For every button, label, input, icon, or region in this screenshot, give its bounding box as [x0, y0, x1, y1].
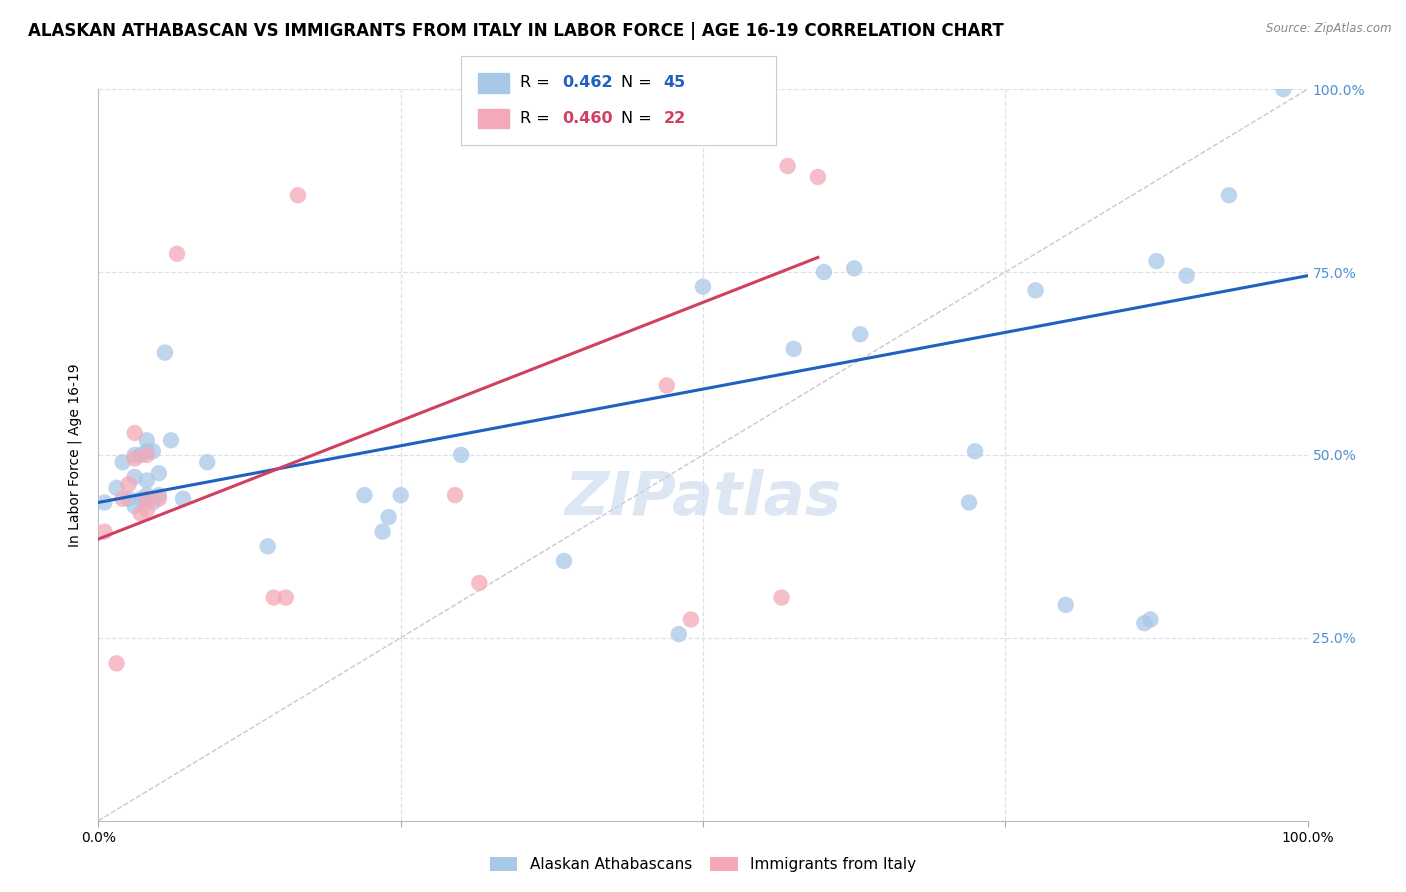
Point	[135, 503, 157, 517]
Point	[129, 507, 152, 521]
Text: 45: 45	[664, 76, 686, 90]
Point	[135, 474, 157, 488]
Point	[153, 345, 176, 359]
Point	[844, 261, 866, 276]
Point	[256, 539, 278, 553]
Point	[142, 444, 165, 458]
Point	[105, 481, 128, 495]
Point	[111, 491, 134, 506]
Point	[93, 524, 115, 539]
Point	[135, 448, 157, 462]
Point	[776, 159, 799, 173]
Point	[782, 342, 804, 356]
Point	[135, 491, 157, 506]
Point	[371, 524, 394, 539]
Text: Source: ZipAtlas.com: Source: ZipAtlas.com	[1267, 22, 1392, 36]
Point	[807, 169, 830, 184]
Point	[129, 491, 152, 506]
Point	[142, 495, 165, 509]
Point	[287, 188, 309, 202]
Point	[965, 444, 987, 458]
Point	[195, 455, 218, 469]
Point	[377, 510, 399, 524]
Point	[118, 491, 141, 506]
Point	[389, 488, 412, 502]
Point	[553, 554, 575, 568]
Point	[1054, 598, 1077, 612]
Y-axis label: In Labor Force | Age 16-19: In Labor Force | Age 16-19	[67, 363, 83, 547]
Point	[1272, 82, 1295, 96]
Point	[444, 488, 467, 502]
Point	[679, 612, 702, 626]
Point	[172, 491, 194, 506]
Point	[160, 434, 183, 448]
Point	[148, 488, 170, 502]
Point	[263, 591, 285, 605]
Point	[129, 448, 152, 462]
Text: N =: N =	[621, 112, 658, 126]
Point	[124, 470, 146, 484]
Text: 0.460: 0.460	[562, 112, 613, 126]
Point	[1024, 284, 1046, 298]
Text: R =: R =	[520, 112, 555, 126]
Legend: Alaskan Athabascans, Immigrants from Italy: Alaskan Athabascans, Immigrants from Ita…	[482, 849, 924, 880]
Point	[118, 477, 141, 491]
Point	[124, 448, 146, 462]
Point	[813, 265, 835, 279]
Point	[135, 444, 157, 458]
Point	[111, 455, 134, 469]
Point	[468, 576, 491, 591]
Text: 0.462: 0.462	[562, 76, 613, 90]
Point	[1146, 254, 1168, 268]
Point	[135, 434, 157, 448]
Point	[124, 499, 146, 513]
Text: R =: R =	[520, 76, 555, 90]
Text: 22: 22	[664, 112, 686, 126]
Point	[450, 448, 472, 462]
Point	[692, 279, 714, 293]
Point	[93, 495, 115, 509]
Point	[849, 327, 872, 342]
Point	[135, 488, 157, 502]
Point	[353, 488, 375, 502]
Point	[124, 451, 146, 466]
Point	[105, 657, 128, 671]
Point	[770, 591, 793, 605]
Text: N =: N =	[621, 76, 658, 90]
Point	[166, 246, 188, 260]
Point	[148, 466, 170, 480]
Text: ZIPatlas: ZIPatlas	[564, 469, 842, 528]
Point	[1133, 616, 1156, 631]
Point	[124, 425, 146, 440]
Point	[1139, 612, 1161, 626]
Point	[957, 495, 980, 509]
Point	[148, 491, 170, 506]
Point	[1218, 188, 1240, 202]
Point	[655, 378, 678, 392]
Point	[135, 491, 157, 506]
Point	[668, 627, 690, 641]
Point	[274, 591, 297, 605]
Text: ALASKAN ATHABASCAN VS IMMIGRANTS FROM ITALY IN LABOR FORCE | AGE 16-19 CORRELATI: ALASKAN ATHABASCAN VS IMMIGRANTS FROM IT…	[28, 22, 1004, 40]
Point	[1175, 268, 1198, 283]
